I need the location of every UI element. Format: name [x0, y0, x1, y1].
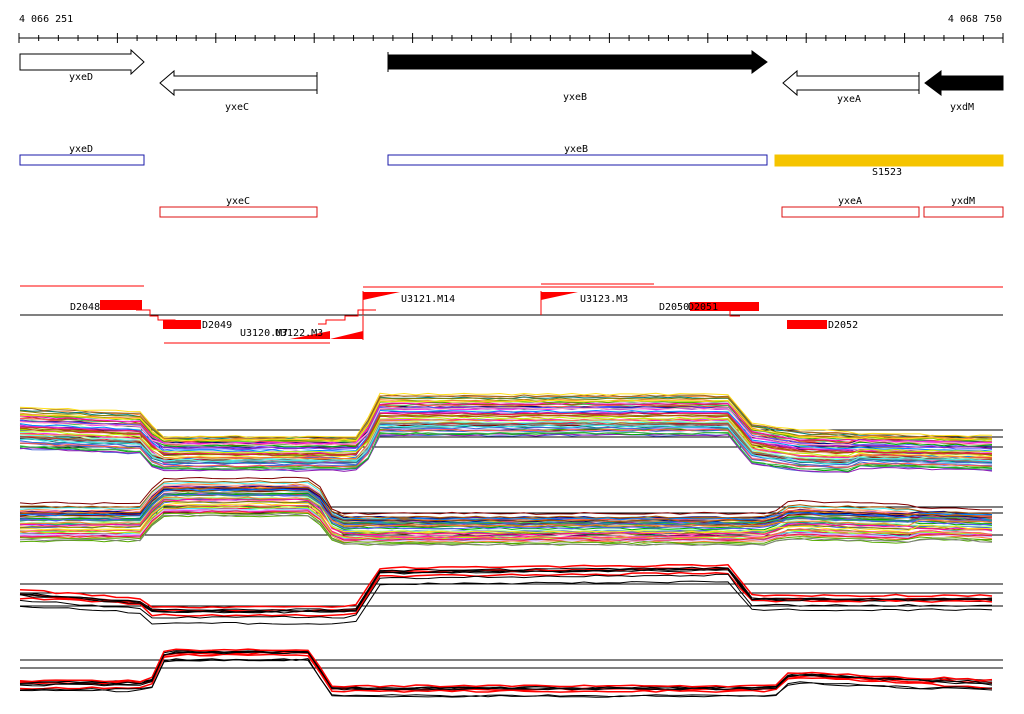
feature-label: U3123.M3 — [580, 294, 628, 305]
feature-D2048[interactable]: D2048 — [70, 300, 142, 313]
expression-trace — [19, 422, 993, 463]
expression-panel-plus-summary — [19, 563, 1003, 625]
annotation-box-yxeB[interactable] — [387, 154, 768, 166]
expression-trace — [19, 412, 993, 456]
expression-trace — [19, 399, 993, 442]
expression-trace — [19, 488, 992, 521]
annotation-label: yxeD — [69, 144, 93, 155]
feature-D2050[interactable]: D2050 — [659, 302, 720, 313]
feature-D2051[interactable]: D2051 — [688, 302, 759, 313]
annotation-label: yxeC — [226, 196, 250, 207]
expression-trace — [19, 502, 993, 534]
expression-trace — [19, 648, 993, 688]
expression-trace — [19, 480, 993, 519]
gene-track: yxeD yxeC yxeB yxeA yxdM — [19, 48, 1004, 113]
gene-arrow-yxeC[interactable]: yxeC — [159, 69, 318, 113]
feature-U3122-M3[interactable]: U3122.M3 — [275, 316, 364, 340]
annotation-track-minus: yxeC yxeA yxdM — [159, 196, 1004, 218]
gene-label: yxeA — [837, 94, 861, 105]
feature-U3120-M7[interactable]: U3120.M7 — [240, 328, 330, 339]
expression-trace — [19, 433, 993, 473]
feature-label: D2050 — [659, 302, 689, 313]
expression-trace — [19, 394, 993, 440]
annotation-box-yxeA[interactable] — [781, 206, 920, 218]
annotation-label: yxdM — [951, 196, 975, 207]
feature-label: U3122.M3 — [275, 328, 323, 339]
expression-trace — [19, 431, 993, 470]
annotation-box-S1523[interactable] — [774, 154, 1004, 167]
expression-trace — [19, 571, 993, 617]
ruler-ticks — [18, 33, 1004, 43]
expression-trace — [19, 651, 993, 692]
expression-trace — [19, 658, 993, 698]
expression-trace — [19, 420, 993, 461]
gene-arrow-yxeA[interactable]: yxeA — [782, 69, 920, 105]
expression-trace — [19, 506, 993, 540]
feature-label: U3121.M14 — [401, 294, 455, 305]
expression-trace — [19, 658, 993, 698]
feature-U3121-M14[interactable]: U3121.M14 — [362, 291, 455, 315]
expression-trace — [19, 428, 993, 468]
ruler-end-label: 4 068 750 — [948, 14, 1002, 25]
gene-arrow-yxeD[interactable]: yxeD — [19, 48, 145, 83]
annotation-box-yxdM[interactable] — [923, 206, 1004, 218]
expression-trace — [19, 416, 993, 457]
expression-trace — [19, 407, 993, 446]
expression-trace — [19, 498, 993, 536]
feature-label: D2049 — [202, 320, 232, 331]
gene-label: yxeC — [225, 102, 249, 113]
feature-D2049[interactable]: D2049 — [163, 320, 232, 331]
expression-trace — [19, 407, 993, 447]
expression-trace — [19, 510, 993, 542]
gene-label: yxdM — [950, 102, 974, 113]
expression-trace — [19, 493, 993, 526]
expression-trace — [19, 567, 993, 613]
gene-label: yxeD — [69, 72, 93, 83]
expression-trace — [19, 504, 993, 539]
expression-trace — [19, 392, 993, 438]
expression-panel-plus-strand — [19, 392, 1003, 473]
expression-trace — [19, 514, 993, 546]
expression-trace — [19, 651, 993, 691]
expression-trace — [19, 426, 993, 467]
expression-trace — [19, 486, 993, 522]
feature-U3123-M3[interactable]: U3123.M3 — [540, 291, 628, 315]
annotation-box-yxeD[interactable] — [19, 154, 145, 166]
ruler-start-label: 4 066 251 — [19, 14, 73, 25]
annotation-box-yxeC[interactable] — [159, 206, 318, 218]
expression-trace — [19, 476, 993, 515]
expression-panel-minus-strand — [19, 476, 1003, 547]
coordinate-ruler: 4 066 251 4 068 750 — [18, 14, 1004, 43]
feature-label: U3120.M7 — [240, 328, 288, 339]
expression-trace — [19, 563, 993, 609]
feature-D2052[interactable]: D2052 — [787, 320, 858, 331]
expression-trace — [19, 424, 993, 465]
annotation-label: yxeA — [838, 196, 862, 207]
expression-trace — [19, 511, 993, 545]
annotation-track-plus: yxeD yxeB S1523 — [19, 144, 1004, 178]
expression-trace — [19, 513, 993, 547]
expression-trace — [19, 409, 993, 453]
expression-panel-minus-summary — [19, 648, 1003, 698]
expression-trace — [19, 566, 993, 612]
feature-label: D2048 — [70, 302, 100, 313]
expression-trace — [19, 492, 993, 531]
feature-label: D2051 — [688, 302, 718, 313]
expression-trace — [19, 573, 993, 619]
expression-trace — [19, 496, 993, 528]
feature-track: D2048 D2049 U3120.M7 U3122.M3 U3121.M14 — [20, 283, 1003, 344]
expression-trace — [19, 580, 993, 625]
expression-trace — [19, 418, 992, 460]
gene-label: yxeB — [563, 92, 587, 103]
gene-arrow-yxdM[interactable]: yxdM — [924, 70, 1004, 113]
annotation-label: yxeB — [564, 144, 588, 155]
gene-arrow-yxeB[interactable]: yxeB — [387, 50, 768, 103]
feature-label: D2052 — [828, 320, 858, 331]
annotation-label: S1523 — [872, 167, 902, 178]
